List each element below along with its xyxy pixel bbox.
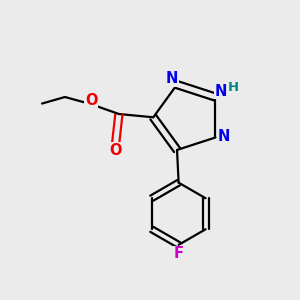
Text: F: F [174,247,184,262]
Text: N: N [166,71,178,86]
Text: O: O [110,143,122,158]
Text: H: H [228,81,239,94]
Text: O: O [85,93,98,108]
Text: N: N [218,129,230,144]
Text: N: N [215,84,227,99]
